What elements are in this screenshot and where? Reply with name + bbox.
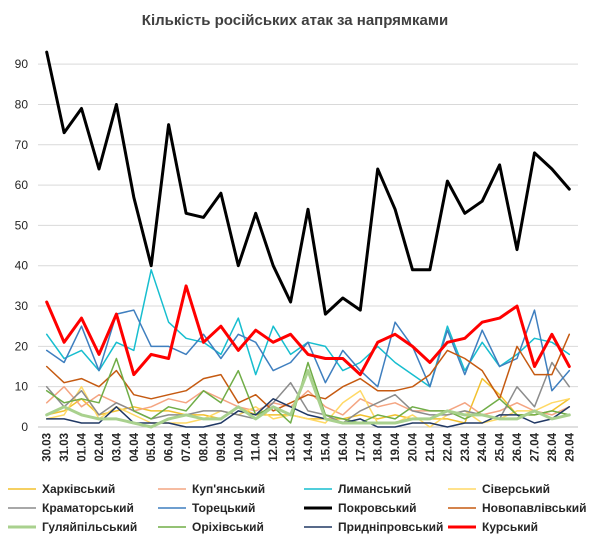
x-tick-label: 10.04 bbox=[233, 432, 245, 461]
series-line-12 bbox=[45, 284, 571, 377]
x-tick-label: 13.04 bbox=[286, 432, 298, 461]
x-tick-label: 26.04 bbox=[512, 432, 524, 461]
legend-label: Покровський bbox=[338, 501, 417, 515]
x-tick-label: 03.04 bbox=[111, 432, 123, 461]
x-tick-label: 20.04 bbox=[408, 432, 420, 461]
legend-label: Гуляйпільський bbox=[42, 520, 137, 534]
series-line-10 bbox=[45, 357, 571, 424]
x-tick-label: 27.04 bbox=[529, 432, 541, 461]
y-tick-label: 10 bbox=[15, 380, 29, 394]
legend-label: Оріхівський bbox=[192, 520, 264, 534]
legend-label: Куп'янський bbox=[192, 482, 265, 496]
x-tick-label: 02.04 bbox=[94, 432, 106, 461]
legend-label: Придніпровський bbox=[338, 520, 443, 534]
series-line-9 bbox=[45, 369, 571, 429]
x-tick-label: 31.03 bbox=[59, 433, 71, 462]
y-tick-label: 0 bbox=[21, 420, 28, 434]
y-tick-label: 80 bbox=[15, 97, 29, 111]
y-tick-label: 70 bbox=[15, 138, 29, 152]
series-line-8 bbox=[45, 333, 571, 412]
x-tick-label: 24.04 bbox=[477, 432, 489, 461]
y-tick-label: 20 bbox=[15, 339, 29, 353]
x-tick-label: 04.04 bbox=[129, 432, 141, 461]
legend-label: Харківський bbox=[42, 482, 115, 496]
legend-label: Краматорський bbox=[42, 501, 134, 515]
x-tick-label: 06.04 bbox=[164, 432, 176, 461]
x-tick-label: 19.04 bbox=[390, 432, 402, 461]
chart-title: Кількість російських атак за напрямками bbox=[141, 12, 449, 29]
x-tick-label: 09.04 bbox=[216, 432, 228, 461]
y-tick-label: 90 bbox=[15, 57, 29, 71]
x-tick-label: 15.04 bbox=[320, 432, 332, 461]
y-tick-label: 30 bbox=[15, 299, 29, 313]
x-tick-label: 18.04 bbox=[373, 432, 385, 461]
y-tick-label: 50 bbox=[15, 218, 29, 232]
x-tick-label: 17.04 bbox=[355, 432, 367, 461]
x-tick-label: 30.03 bbox=[42, 433, 54, 462]
x-tick-label: 14.04 bbox=[303, 432, 315, 461]
series-line-7 bbox=[45, 50, 571, 316]
x-tick-label: 07.04 bbox=[181, 432, 193, 461]
x-tick-label: 01.04 bbox=[77, 432, 89, 461]
x-tick-label: 23.04 bbox=[460, 432, 472, 461]
y-tick-label: 40 bbox=[15, 259, 29, 273]
legend-label: Новопавлівський bbox=[482, 501, 587, 515]
x-tick-label: 05.04 bbox=[146, 432, 158, 461]
x-tick-label: 21.04 bbox=[425, 432, 437, 461]
legend-label: Сіверський bbox=[482, 482, 550, 496]
legend-label: Торецький bbox=[192, 501, 255, 515]
x-tick-label: 25.04 bbox=[495, 432, 507, 461]
x-tick-label: 28.04 bbox=[547, 432, 559, 461]
legend-label: Курський bbox=[482, 520, 538, 534]
x-tick-label: 12.04 bbox=[268, 432, 280, 461]
series-line-6 bbox=[45, 309, 571, 392]
x-tick-label: 22.04 bbox=[442, 432, 454, 461]
legend-label: Лиманський bbox=[338, 482, 411, 496]
x-tick-label: 16.04 bbox=[338, 432, 350, 461]
y-tick-label: 60 bbox=[15, 178, 29, 192]
x-tick-label: 29.04 bbox=[564, 432, 576, 461]
x-tick-label: 11.04 bbox=[251, 432, 263, 461]
x-tick-label: 08.04 bbox=[198, 432, 210, 461]
